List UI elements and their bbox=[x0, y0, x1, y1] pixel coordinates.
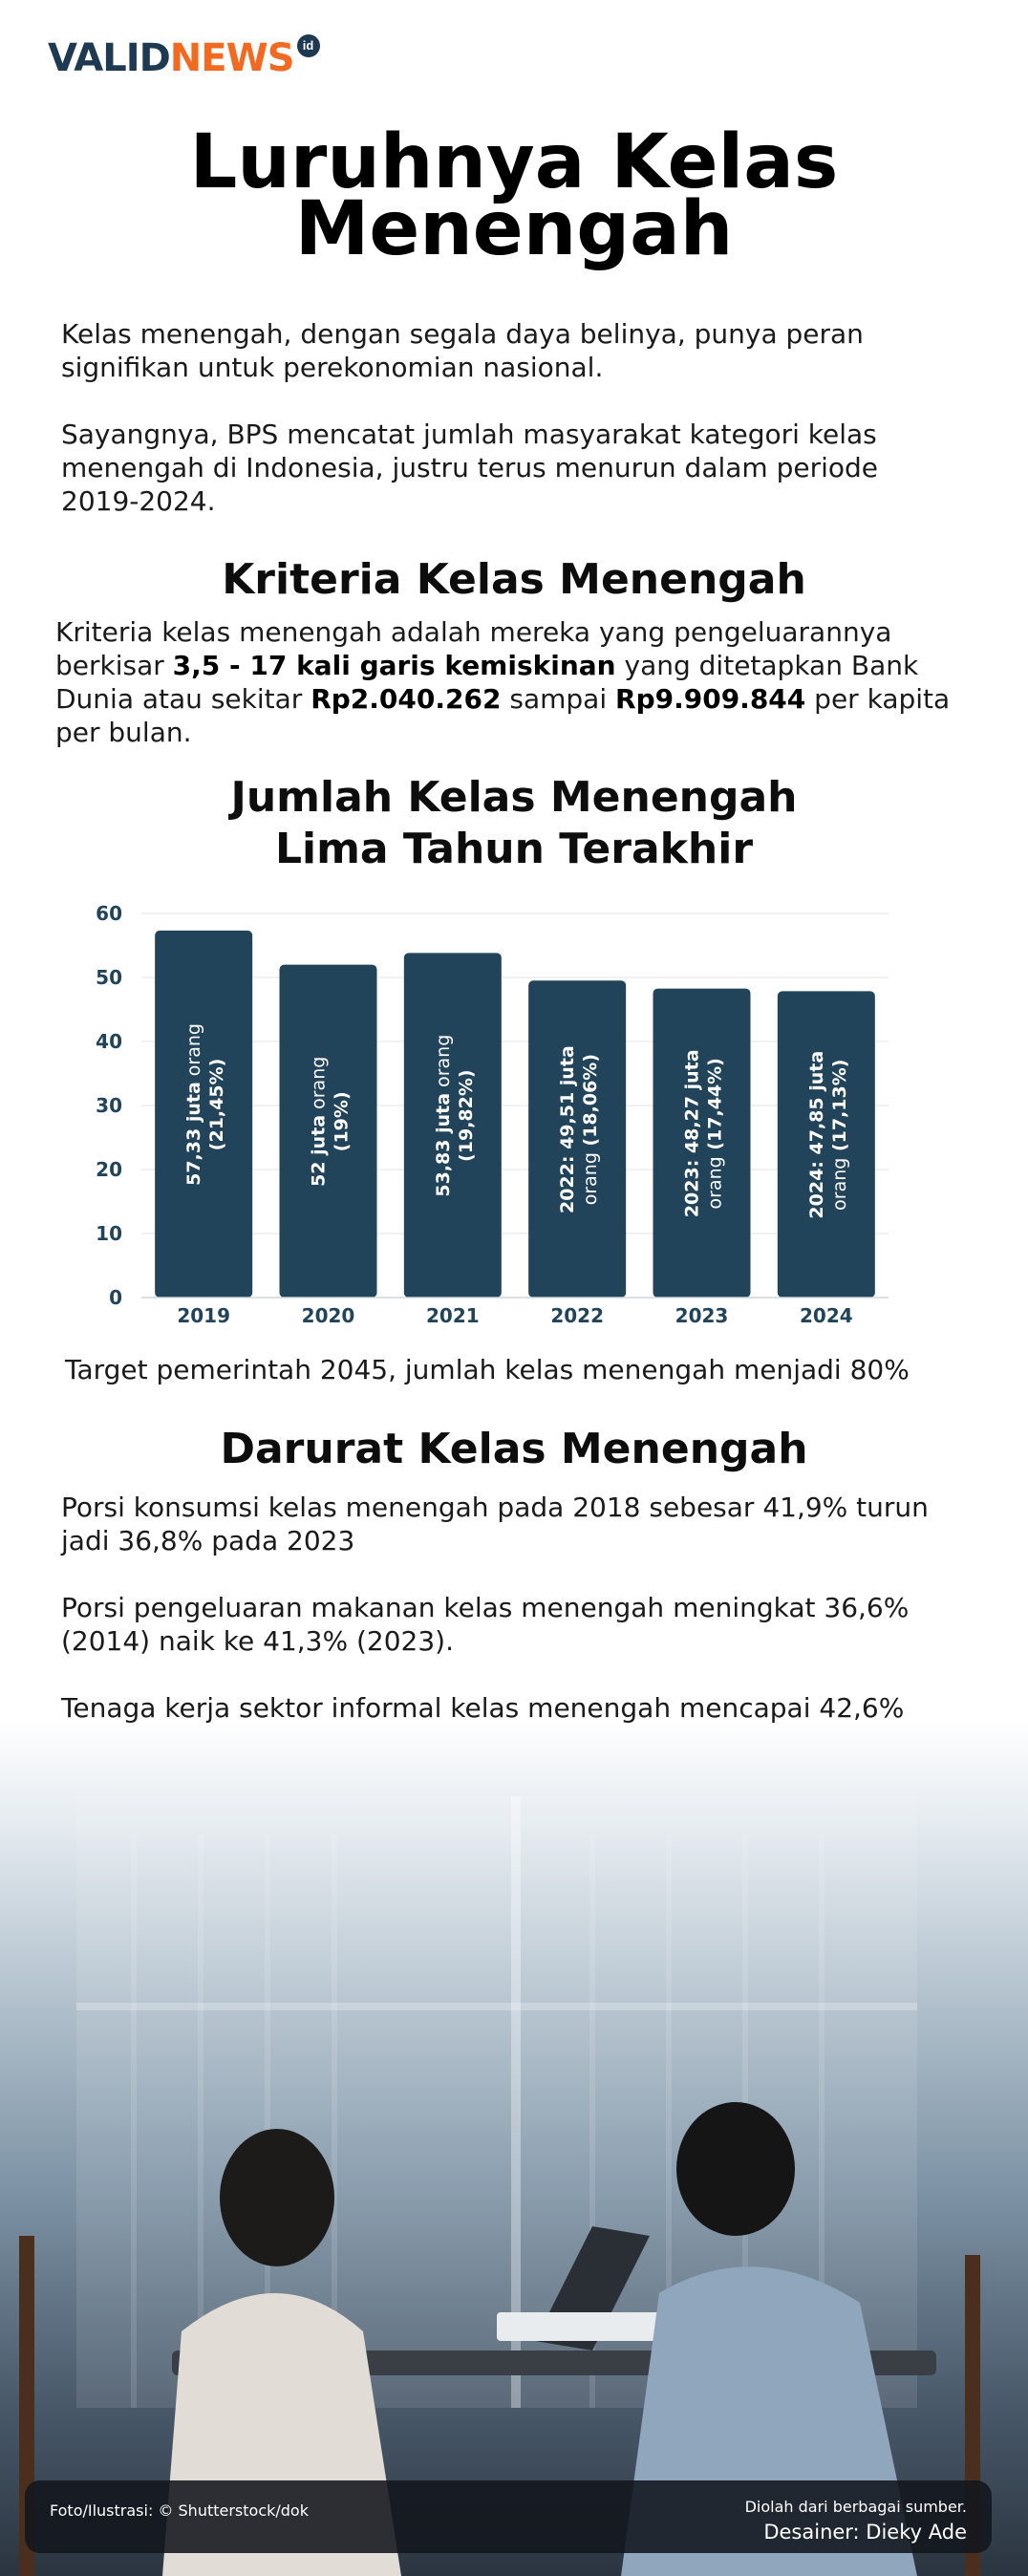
photo-illustration bbox=[19, 1796, 980, 2576]
data-label-line2: orang (17,13%) bbox=[829, 1060, 850, 1211]
logo-badge: id bbox=[296, 34, 320, 57]
criteria-heading: Kriteria Kelas Menengah bbox=[222, 555, 806, 604]
y-tick-label: 40 bbox=[96, 1030, 122, 1053]
criteria-text-4: per kapita per bulan. bbox=[55, 683, 951, 748]
x-tick-label-2021: 2021 bbox=[426, 1304, 480, 1327]
emergency-heading: Darurat Kelas Menengah bbox=[220, 1425, 808, 1473]
criteria-text-3: sampai bbox=[501, 683, 616, 715]
data-label-2021: 53,83 juta orang(19,82%) bbox=[433, 1035, 477, 1197]
bar-2020 bbox=[279, 964, 377, 1298]
y-tick-label: 10 bbox=[96, 1222, 122, 1245]
photo-credit: Foto/Ilustrasi: © Shutterstock/dok bbox=[50, 2501, 309, 2520]
criteria-text-2: yang ditetapkan Bank Dunia atau sekitar bbox=[55, 650, 919, 715]
logo-part2: NEWS bbox=[169, 36, 295, 80]
data-label-line1: 57,33 juta orang bbox=[183, 1023, 204, 1186]
criteria-paragraph: Kriteria kelas menengah adalah mereka ya… bbox=[55, 615, 973, 749]
designer-credit: Desainer: Dieky Ade bbox=[763, 2521, 967, 2544]
data-label-percent: (17,44%) bbox=[705, 1058, 726, 1156]
data-label-line1: 2024: 47,85 juta bbox=[806, 1051, 827, 1219]
criteria-bold-2: Rp2.040.262 bbox=[311, 683, 502, 715]
data-label-line2: (19,82%) bbox=[456, 1069, 477, 1162]
chart-heading: Jumlah Kelas Menengah Lima Tahun Terakhi… bbox=[0, 772, 1028, 875]
y-tick-label: 50 bbox=[96, 966, 122, 989]
logo-part1: VALID bbox=[48, 36, 171, 80]
data-label-line1: 52 juta orang bbox=[309, 1057, 330, 1187]
data-label-value: 2022: 49,51 juta bbox=[557, 1045, 578, 1213]
data-label-percent: (17,13%) bbox=[829, 1060, 850, 1158]
data-label-line1: 53,83 juta orang bbox=[433, 1035, 454, 1197]
intro-paragraph-1: Kelas menengah, dengan segala daya belin… bbox=[61, 318, 864, 383]
data-label-unit: orang bbox=[705, 1156, 726, 1209]
emergency-paragraph-3: Tenaga kerja sektor informal kelas menen… bbox=[61, 1692, 905, 1724]
data-label-line2: (19%) bbox=[332, 1091, 353, 1151]
x-tick-label-2020: 2020 bbox=[302, 1304, 355, 1327]
chart-heading-line2: Lima Tahun Terakhir bbox=[274, 825, 754, 873]
data-label-percent: (19%) bbox=[332, 1091, 353, 1151]
data-label-line2: orang (18,06%) bbox=[580, 1054, 601, 1205]
y-tick-label: 20 bbox=[96, 1158, 122, 1181]
data-label-line2: (21,45%) bbox=[206, 1059, 227, 1151]
x-tick-label-2024: 2024 bbox=[800, 1304, 853, 1327]
criteria-bold-3: Rp9.909.844 bbox=[615, 683, 806, 715]
data-label-unit: orang bbox=[580, 1152, 601, 1205]
page-title: Luruhnya Kelas Menengah bbox=[0, 119, 1028, 272]
bar-2023 bbox=[653, 988, 751, 1298]
emergency-paragraph-2: Porsi pengeluaran makanan kelas menengah… bbox=[61, 1592, 910, 1657]
data-label-unit: orang bbox=[433, 1035, 454, 1093]
data-label-unit: orang bbox=[829, 1158, 850, 1211]
x-tick-label-2022: 2022 bbox=[550, 1304, 604, 1327]
bar-2019 bbox=[155, 930, 253, 1298]
data-label-unit: orang bbox=[309, 1057, 330, 1115]
chart-heading-line1: Jumlah Kelas Menengah bbox=[230, 773, 798, 822]
data-label-2023: 2023: 48,27 juta orang (17,44%) bbox=[682, 1049, 726, 1217]
data-label-line1: 2022: 49,51 juta bbox=[557, 1045, 578, 1213]
data-label-2024: 2024: 47,85 juta orang (17,13%) bbox=[806, 1051, 850, 1219]
target-text: Target pemerintah 2045, jumlah kelas men… bbox=[65, 1354, 910, 1385]
bar-2024 bbox=[777, 991, 875, 1298]
source-note: Diolah dari berbagai sumber. bbox=[744, 2498, 967, 2516]
validnews-logo[interactable]: VALID NEWS id bbox=[48, 34, 320, 80]
data-label-value: 53,83 juta bbox=[433, 1093, 454, 1197]
data-label-percent: (19,82%) bbox=[456, 1069, 477, 1162]
x-tick-label-2023: 2023 bbox=[675, 1304, 729, 1327]
data-label-value: 57,33 juta bbox=[183, 1082, 204, 1186]
data-label-line2: orang (17,44%) bbox=[705, 1058, 726, 1209]
data-label-value: 52 juta bbox=[309, 1115, 330, 1187]
data-label-2020: 52 juta orang(19%) bbox=[309, 1057, 353, 1187]
y-tick-label: 0 bbox=[109, 1286, 122, 1309]
y-tick-label: 60 bbox=[96, 902, 122, 925]
data-label-percent: (21,45%) bbox=[206, 1059, 227, 1151]
bar-2022 bbox=[528, 980, 627, 1298]
data-label-line1: 2023: 48,27 juta bbox=[682, 1049, 703, 1217]
data-label-percent: (18,06%) bbox=[580, 1054, 601, 1152]
data-label-unit: orang bbox=[183, 1023, 204, 1082]
data-label-2022: 2022: 49,51 juta orang (18,06%) bbox=[557, 1045, 601, 1213]
data-label-value: 2024: 47,85 juta bbox=[806, 1051, 827, 1219]
bar-2021 bbox=[403, 953, 502, 1298]
emergency-paragraph-1: Porsi konsumsi kelas menengah pada 2018 … bbox=[61, 1492, 929, 1556]
y-tick-label: 30 bbox=[96, 1094, 122, 1117]
illustration-photo bbox=[0, 1720, 1028, 2576]
intro-paragraph-2: Sayangnya, BPS mencatat jumlah masyaraka… bbox=[61, 419, 879, 517]
data-label-2019: 57,33 juta orang(21,45%) bbox=[183, 1023, 227, 1186]
footer-bar: Foto/Ilustrasi: © Shutterstock/dok Diola… bbox=[25, 2480, 992, 2553]
criteria-text-1: Kriteria kelas menengah adalah mereka ya… bbox=[55, 616, 892, 681]
criteria-bold-1: 3,5 - 17 kali garis kemiskinan bbox=[172, 650, 616, 681]
data-label-value: 2023: 48,27 juta bbox=[682, 1049, 703, 1217]
page-title-text: Luruhnya Kelas Menengah bbox=[189, 119, 839, 272]
x-tick-label-2019: 2019 bbox=[177, 1304, 230, 1327]
